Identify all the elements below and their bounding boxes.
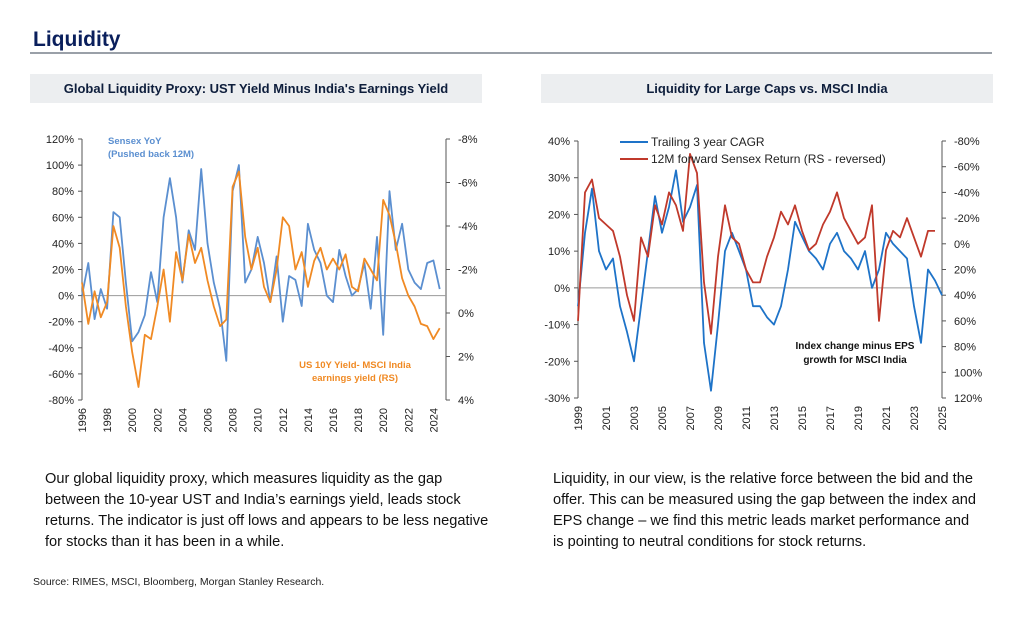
series-line-2 [577, 153, 935, 335]
right-axis-tick-label: -4% [458, 221, 478, 233]
series-line-1 [577, 169, 943, 392]
title-divider [30, 52, 992, 54]
right-axis-tick-label: 4% [458, 395, 474, 407]
x-axis-tick-label: 1998 [102, 408, 114, 432]
large-caps-liquidity-chart: 40% 30% 20% 10% 0% -10% -20% -30% -80% -60% -40% -2… [544, 135, 982, 430]
right-axis-tick-label: 20% [954, 265, 976, 277]
legend-label: 12M forward Sensex Return (RS - reversed… [651, 152, 886, 166]
x-axis-tick-label: 2008 [228, 408, 240, 432]
right-description: Liquidity, in our view, is the relative … [553, 471, 976, 550]
left-axis-tick-label: 20% [52, 265, 74, 277]
x-axis-tick-label: 2023 [909, 406, 921, 430]
x-axis-tick-label: 1999 [573, 406, 585, 430]
left-axis-tick-label: -30% [544, 393, 570, 405]
left-axis-tick-label: 40% [52, 238, 74, 250]
left-axis-tick-label: 0% [554, 283, 570, 295]
left-axis-tick-label: -60% [48, 369, 74, 381]
x-axis-tick-label: 2018 [353, 408, 365, 432]
series-line-1 [81, 164, 441, 362]
right-axis-tick-label: -2% [458, 265, 478, 277]
x-axis-tick-label: 2000 [127, 408, 139, 432]
right-axis-tick-label: -40% [954, 187, 980, 199]
x-axis-tick-label: 2002 [152, 408, 164, 432]
x-axis-tick-label: 2024 [428, 408, 440, 432]
x-axis-tick-label: 2025 [937, 406, 949, 430]
x-axis-tick-label: 2006 [203, 408, 215, 432]
left-axis-tick-label: 30% [548, 173, 570, 185]
x-axis-tick-label: 1996 [77, 408, 89, 432]
x-axis-tick-label: 2003 [629, 406, 641, 430]
left-axis-tick-label: 60% [52, 212, 74, 224]
left-axis-tick-label: -20% [544, 356, 570, 368]
right-axis-tick-label: 2% [458, 352, 474, 364]
x-axis-tick-label: 2010 [253, 408, 265, 432]
x-axis-tick-label: 2021 [881, 406, 893, 430]
x-axis-tick-label: 2022 [403, 408, 415, 432]
chart-annotation: Index change minus EPS [796, 341, 915, 352]
left-description: Our global liquidity proxy, which measur… [45, 471, 489, 550]
right-axis-tick-label: -6% [458, 178, 478, 190]
right-axis-tick-label: -60% [954, 162, 980, 174]
right-axis-tick-label: -80% [954, 136, 980, 148]
x-axis-tick-label: 2014 [303, 408, 315, 432]
x-axis-tick-label: 2004 [177, 408, 189, 432]
left-axis-tick-label: 120% [46, 134, 74, 146]
liquidity-proxy-chart: 120% 100% 80% 60% 40% 20% 0% -20% -40% -60% -80% -8… [46, 134, 478, 432]
left-axis-tick-label: 80% [52, 186, 74, 198]
legend-label: Trailing 3 year CAGR [651, 135, 765, 149]
left-axis-tick-label: 0% [58, 291, 74, 303]
left-axis-tick-label: -80% [48, 395, 74, 407]
yield-gap-series-label: earnings yield (RS) [312, 373, 398, 384]
left-axis-tick-label: 100% [46, 160, 74, 172]
source-note: Source: RIMES, MSCI, Bloomberg, Morgan S… [33, 576, 325, 588]
right-axis-tick-label: 40% [954, 290, 976, 302]
right-axis-tick-label: -20% [954, 213, 980, 225]
right-axis-tick-label: 100% [954, 367, 982, 379]
x-axis-tick-label: 2009 [713, 406, 725, 430]
left-axis-tick-label: 10% [548, 246, 570, 258]
x-axis-tick-label: 2001 [601, 406, 613, 430]
right-axis-tick-label: 0% [458, 308, 474, 320]
right-axis-tick-label: 60% [954, 316, 976, 328]
sensex-series-label: (Pushed back 12M) [108, 149, 194, 160]
sensex-series-label: Sensex YoY [108, 136, 162, 147]
left-chart-heading: Global Liquidity Proxy: UST Yield Minus … [30, 74, 482, 103]
yield-gap-series-label: US 10Y Yield- MSCI India [299, 360, 411, 371]
left-axis-tick-label: 40% [548, 136, 570, 148]
x-axis-tick-label: 2016 [328, 408, 340, 432]
right-axis-tick-label: 80% [954, 342, 976, 354]
x-axis-tick-label: 2017 [825, 406, 837, 430]
left-axis-tick-label: -10% [544, 320, 570, 332]
right-axis-tick-label: 120% [954, 393, 982, 405]
x-axis-tick-label: 2013 [769, 406, 781, 430]
x-axis-tick-label: 2011 [741, 406, 753, 430]
right-axis-tick-label: 0% [954, 239, 970, 251]
x-axis-tick-label: 2020 [378, 408, 390, 432]
x-axis-tick-label: 2007 [685, 406, 697, 430]
left-axis-tick-label: -20% [48, 317, 74, 329]
chart-annotation: growth for MSCI India [803, 355, 907, 366]
right-chart-heading: Liquidity for Large Caps vs. MSCI India [541, 74, 993, 103]
left-axis-tick-label: -40% [48, 343, 74, 355]
x-axis-tick-label: 2015 [797, 406, 809, 430]
right-axis-tick-label: -8% [458, 134, 478, 146]
x-axis-tick-label: 2005 [657, 406, 669, 430]
x-axis-tick-label: 2012 [278, 408, 290, 432]
series-line-2 [81, 170, 441, 388]
page-title: Liquidity [33, 28, 121, 51]
x-axis-tick-label: 2019 [853, 406, 865, 430]
left-axis-tick-label: 20% [548, 209, 570, 221]
